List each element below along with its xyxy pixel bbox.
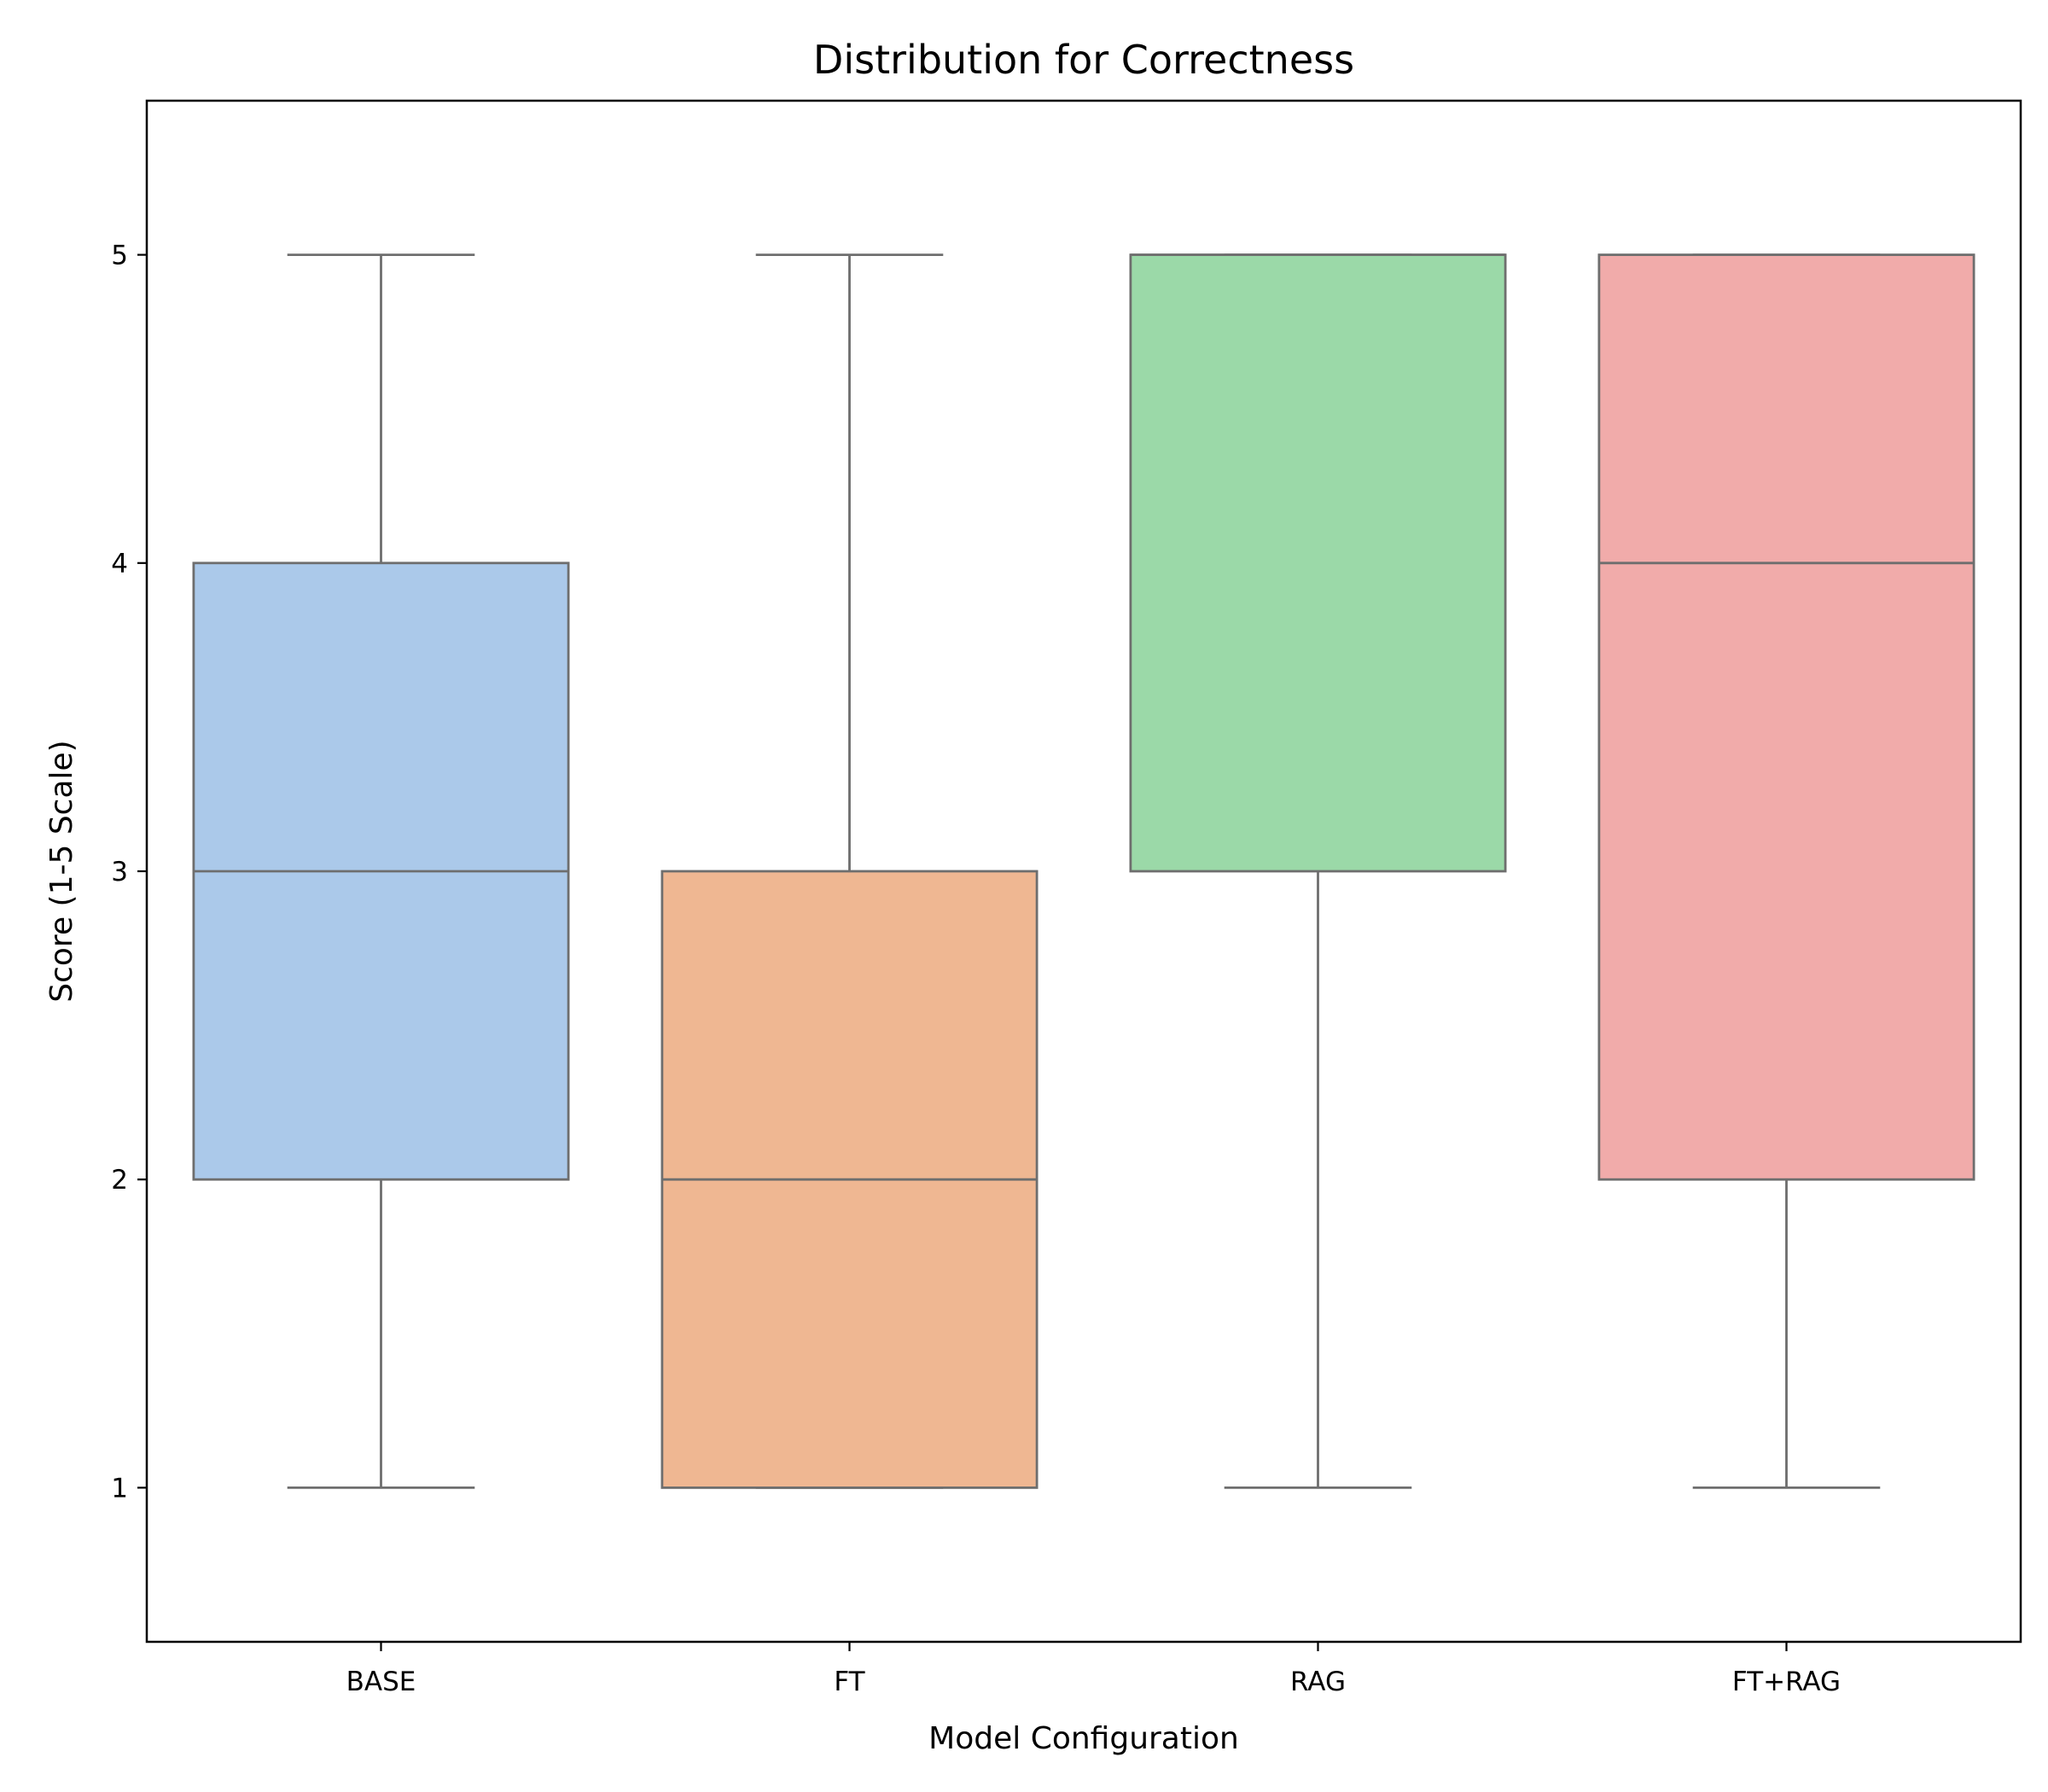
y-tick-label-5: 5 bbox=[111, 241, 128, 271]
box-rag bbox=[1129, 253, 1507, 1489]
iqr-box-rag bbox=[1129, 253, 1507, 873]
x-axis: BASE FT RAG FT+RAG bbox=[346, 1642, 1841, 1697]
y-axis-label: Score (1-5 Scale) bbox=[44, 740, 79, 1002]
y-tick-label-3: 3 bbox=[111, 857, 128, 887]
x-axis-label: Model Configuration bbox=[928, 1721, 1239, 1756]
chart-title: Distribution for Correctness bbox=[813, 37, 1354, 83]
x-tick-label-rag: RAG bbox=[1290, 1667, 1346, 1697]
box-ft-rag bbox=[1597, 253, 1975, 1489]
plot-marks bbox=[192, 253, 1975, 1489]
iqr-box-ft-rag bbox=[1597, 253, 1975, 1181]
x-tick-label-ft: FT bbox=[834, 1667, 865, 1697]
y-tick-label-2: 2 bbox=[111, 1165, 128, 1196]
box-base bbox=[192, 253, 570, 1489]
x-tick-label-ft-rag: FT+RAG bbox=[1732, 1667, 1841, 1697]
y-tick-label-1: 1 bbox=[111, 1473, 128, 1504]
y-axis: 1 2 3 4 5 bbox=[111, 241, 147, 1504]
box-ft bbox=[660, 253, 1039, 1489]
x-tick-label-base: BASE bbox=[346, 1667, 416, 1697]
y-tick-label-4: 4 bbox=[111, 549, 128, 579]
